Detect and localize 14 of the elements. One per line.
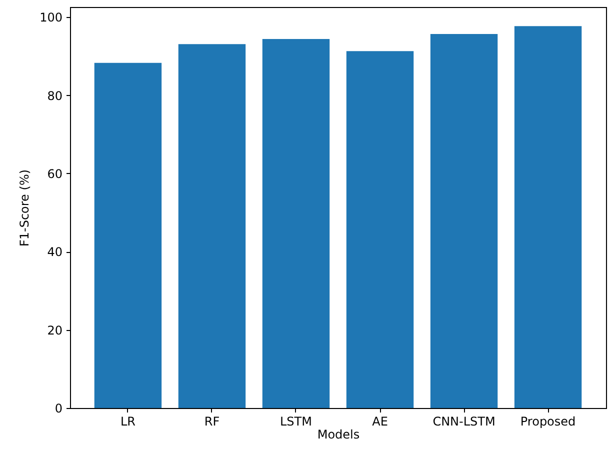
y-axis-title: F1-Score (%)	[18, 169, 32, 247]
x-tick-label: RF	[204, 414, 220, 428]
y-tick-label: 40	[47, 245, 62, 260]
x-tick-label: Proposed	[520, 414, 576, 428]
x-axis-title: Models	[317, 428, 360, 442]
x-tick-label: LR	[120, 414, 136, 428]
y-tick-label: 60	[47, 166, 62, 181]
x-tick-label: AE	[372, 414, 388, 428]
y-tick-label: 80	[47, 88, 62, 103]
x-tick-label: CNN-LSTM	[432, 414, 496, 428]
x-tick-label: LSTM	[280, 414, 312, 428]
y-tick-label: 100	[40, 10, 62, 25]
y-tick-label: 20	[47, 323, 62, 338]
y-tick-label: 0	[54, 402, 62, 416]
